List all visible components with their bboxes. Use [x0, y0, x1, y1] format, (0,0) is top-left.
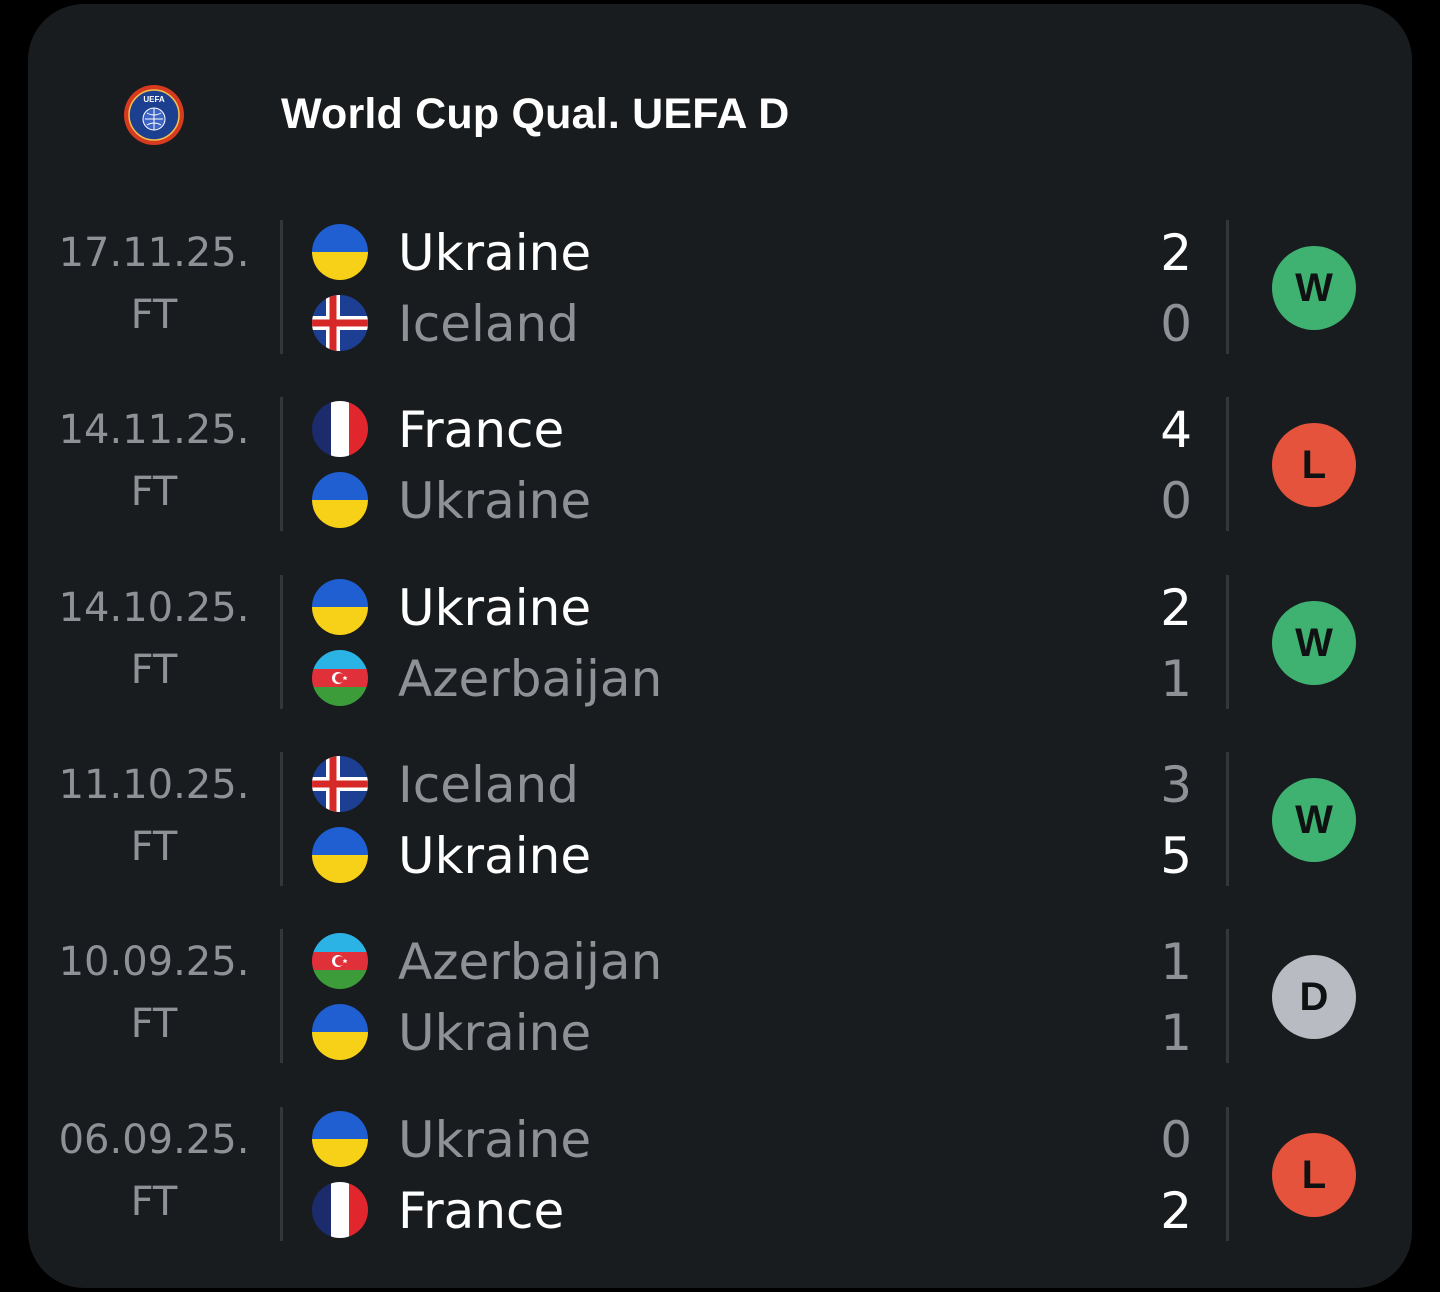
- result-badge: W: [1272, 601, 1356, 685]
- team-score: 5: [1160, 827, 1192, 885]
- uefa-logo-icon: UEFA: [124, 85, 184, 145]
- match-row[interactable]: 17.11.25. FT Ukraine 2 Iceland 0 W: [28, 220, 1412, 356]
- away-team: Azerbaijan 1: [312, 650, 1192, 708]
- team-name: France: [398, 1182, 565, 1240]
- ukraine-flag-icon: [312, 579, 368, 635]
- divider: [1226, 929, 1229, 1063]
- result-badge: L: [1272, 423, 1356, 507]
- match-row[interactable]: 14.11.25. FT France 4 Ukraine 0 L: [28, 397, 1412, 533]
- divider: [1226, 397, 1229, 531]
- team-name: Ukraine: [398, 827, 592, 885]
- team-score: 0: [1160, 472, 1192, 530]
- away-team: Ukraine 0: [312, 472, 1192, 530]
- match-date: 10.09.25.: [58, 939, 250, 985]
- team-score: 4: [1160, 401, 1192, 459]
- match-status: FT: [130, 469, 178, 515]
- home-team: Ukraine 0: [312, 1111, 1192, 1169]
- team-name: Ukraine: [398, 224, 592, 282]
- divider: [280, 220, 283, 354]
- azerbaijan-flag-icon: [312, 933, 368, 989]
- team-score: 1: [1160, 1004, 1192, 1062]
- divider: [1226, 575, 1229, 709]
- match-history-card: UEFA World Cup Qual. UEFA D 17.11.25. FT U…: [28, 4, 1412, 1288]
- match-date: 14.10.25.: [58, 585, 250, 631]
- ukraine-flag-icon: [312, 224, 368, 280]
- team-score: 0: [1160, 1111, 1192, 1169]
- home-team: Azerbaijan 1: [312, 933, 1192, 991]
- match-date-column: 14.10.25. FT: [28, 575, 280, 711]
- divider: [280, 397, 283, 531]
- match-date: 11.10.25.: [58, 762, 250, 808]
- iceland-flag-icon: [312, 295, 368, 351]
- match-date: 06.09.25.: [58, 1117, 250, 1163]
- team-name: Azerbaijan: [398, 650, 663, 708]
- match-status: FT: [130, 824, 178, 870]
- match-status: FT: [130, 647, 178, 693]
- team-score: 2: [1160, 1182, 1192, 1240]
- divider: [280, 575, 283, 709]
- home-team: Ukraine 2: [312, 224, 1192, 282]
- team-score: 2: [1160, 579, 1192, 637]
- result-badge: W: [1272, 246, 1356, 330]
- result-badge: W: [1272, 778, 1356, 862]
- ukraine-flag-icon: [312, 472, 368, 528]
- match-status: FT: [130, 1001, 178, 1047]
- home-team: Iceland 3: [312, 756, 1192, 814]
- away-team: Iceland 0: [312, 295, 1192, 353]
- france-flag-icon: [312, 1182, 368, 1238]
- result-badge: L: [1272, 1133, 1356, 1217]
- team-name: Iceland: [398, 295, 579, 353]
- team-name: Azerbaijan: [398, 933, 663, 991]
- iceland-flag-icon: [312, 756, 368, 812]
- divider: [280, 1107, 283, 1241]
- match-row[interactable]: 06.09.25. FT Ukraine 0 France 2 L: [28, 1107, 1412, 1243]
- match-date: 14.11.25.: [58, 407, 250, 453]
- svg-text:UEFA: UEFA: [143, 95, 165, 104]
- match-row[interactable]: 14.10.25. FT Ukraine 2 Azerbaijan 1 W: [28, 575, 1412, 711]
- team-name: Ukraine: [398, 1111, 592, 1169]
- match-date: 17.11.25.: [58, 230, 250, 276]
- team-score: 1: [1160, 933, 1192, 991]
- home-team: France 4: [312, 401, 1192, 459]
- france-flag-icon: [312, 401, 368, 457]
- away-team: Ukraine 5: [312, 827, 1192, 885]
- team-name: Ukraine: [398, 1004, 592, 1062]
- team-score: 0: [1160, 295, 1192, 353]
- team-score: 3: [1160, 756, 1192, 814]
- match-date-column: 10.09.25. FT: [28, 929, 280, 1065]
- match-row[interactable]: 11.10.25. FT Iceland 3 Ukraine 5 W: [28, 752, 1412, 888]
- team-score: 1: [1160, 650, 1192, 708]
- team-name: Ukraine: [398, 579, 592, 637]
- match-date-column: 11.10.25. FT: [28, 752, 280, 888]
- match-status: FT: [130, 292, 178, 338]
- team-name: Iceland: [398, 756, 579, 814]
- away-team: Ukraine 1: [312, 1004, 1192, 1062]
- divider: [280, 752, 283, 886]
- home-team: Ukraine 2: [312, 579, 1192, 637]
- league-header[interactable]: UEFA World Cup Qual. UEFA D: [28, 4, 1412, 204]
- divider: [280, 929, 283, 1063]
- team-name: France: [398, 401, 565, 459]
- match-date-column: 14.11.25. FT: [28, 397, 280, 533]
- team-score: 2: [1160, 224, 1192, 282]
- league-title: World Cup Qual. UEFA D: [281, 90, 790, 138]
- match-row[interactable]: 10.09.25. FT Azerbaijan 1 Ukraine 1 D: [28, 929, 1412, 1065]
- away-team: France 2: [312, 1182, 1192, 1240]
- ukraine-flag-icon: [312, 1111, 368, 1167]
- match-date-column: 06.09.25. FT: [28, 1107, 280, 1243]
- result-badge: D: [1272, 955, 1356, 1039]
- match-status: FT: [130, 1179, 178, 1225]
- divider: [1226, 752, 1229, 886]
- azerbaijan-flag-icon: [312, 650, 368, 706]
- ukraine-flag-icon: [312, 827, 368, 883]
- divider: [1226, 220, 1229, 354]
- ukraine-flag-icon: [312, 1004, 368, 1060]
- match-date-column: 17.11.25. FT: [28, 220, 280, 356]
- divider: [1226, 1107, 1229, 1241]
- team-name: Ukraine: [398, 472, 592, 530]
